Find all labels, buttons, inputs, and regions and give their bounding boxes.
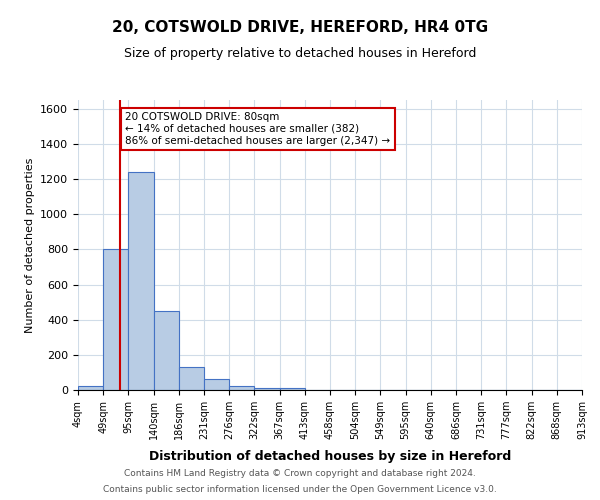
Text: Contains HM Land Registry data © Crown copyright and database right 2024.: Contains HM Land Registry data © Crown c… xyxy=(124,468,476,477)
X-axis label: Distribution of detached houses by size in Hereford: Distribution of detached houses by size … xyxy=(149,450,511,464)
Y-axis label: Number of detached properties: Number of detached properties xyxy=(25,158,35,332)
Text: Contains public sector information licensed under the Open Government Licence v3: Contains public sector information licen… xyxy=(103,485,497,494)
Bar xyxy=(179,367,204,390)
Bar xyxy=(78,386,103,390)
Bar xyxy=(154,311,179,390)
Bar xyxy=(254,388,280,390)
Bar xyxy=(204,378,229,390)
Bar xyxy=(128,172,154,390)
Bar xyxy=(103,250,128,390)
Bar xyxy=(229,386,254,390)
Text: Size of property relative to detached houses in Hereford: Size of property relative to detached ho… xyxy=(124,48,476,60)
Text: 20, COTSWOLD DRIVE, HEREFORD, HR4 0TG: 20, COTSWOLD DRIVE, HEREFORD, HR4 0TG xyxy=(112,20,488,35)
Text: 20 COTSWOLD DRIVE: 80sqm
← 14% of detached houses are smaller (382)
86% of semi-: 20 COTSWOLD DRIVE: 80sqm ← 14% of detach… xyxy=(125,112,391,146)
Bar xyxy=(280,388,305,390)
